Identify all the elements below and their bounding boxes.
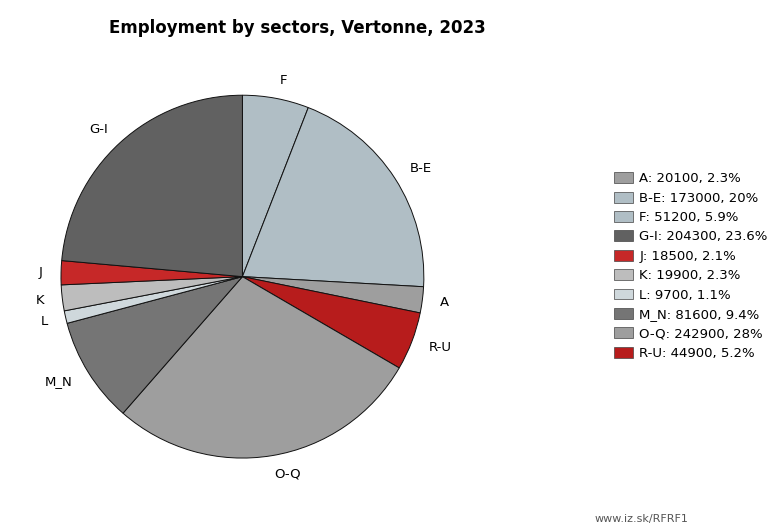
Wedge shape: [123, 277, 399, 458]
Text: www.iz.sk/RFRF1: www.iz.sk/RFRF1: [594, 514, 688, 524]
Text: F: F: [279, 74, 287, 87]
Wedge shape: [64, 277, 242, 323]
Wedge shape: [242, 277, 424, 313]
Text: K: K: [36, 294, 45, 306]
Text: A: A: [440, 296, 450, 309]
Wedge shape: [61, 277, 242, 311]
Wedge shape: [242, 95, 308, 277]
Text: L: L: [41, 315, 48, 328]
Wedge shape: [67, 277, 242, 413]
Text: Employment by sectors, Vertonne, 2023: Employment by sectors, Vertonne, 2023: [109, 19, 486, 37]
Text: J: J: [39, 266, 43, 279]
Text: R-U: R-U: [429, 341, 452, 354]
Wedge shape: [61, 261, 242, 285]
Text: O-Q: O-Q: [274, 467, 301, 480]
Legend: A: 20100, 2.3%, B-E: 173000, 20%, F: 51200, 5.9%, G-I: 204300, 23.6%, J: 18500, : A: 20100, 2.3%, B-E: 173000, 20%, F: 512…: [610, 169, 772, 363]
Wedge shape: [242, 107, 424, 287]
Wedge shape: [62, 95, 242, 277]
Text: B-E: B-E: [411, 162, 432, 175]
Text: G-I: G-I: [89, 123, 108, 136]
Text: M_N: M_N: [45, 376, 73, 388]
Wedge shape: [242, 277, 420, 368]
